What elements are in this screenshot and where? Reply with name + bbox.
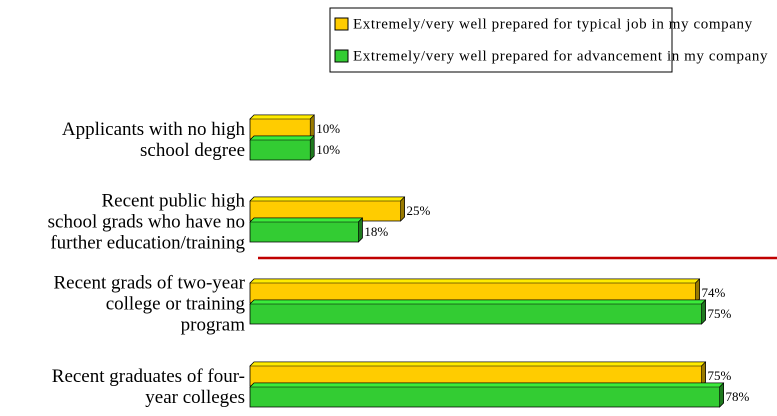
bar-top (249, 382, 725, 388)
legend-label: Extremely/very well prepared for advance… (353, 48, 768, 64)
category-label: Recent public high school grads who have… (47, 190, 245, 254)
bar-top (249, 299, 707, 305)
value-label: 74% (701, 285, 725, 300)
bar-top (249, 135, 315, 141)
bar-top (249, 217, 364, 223)
category-label: Recent grads of two-year college or trai… (53, 272, 245, 336)
bar-side (309, 135, 315, 161)
value-label: 10% (316, 142, 340, 157)
bar-side (400, 196, 405, 222)
value-label: 10% (316, 121, 340, 136)
value-label: 18% (364, 224, 388, 239)
value-label: 75% (708, 306, 732, 321)
bar-top (249, 114, 315, 120)
bar-side (701, 361, 706, 387)
legend-box (329, 7, 673, 73)
bar-side (309, 114, 315, 140)
bar-side (719, 382, 724, 408)
bar-side (701, 299, 706, 325)
value-label: 78% (726, 389, 750, 404)
bar-side (358, 217, 363, 243)
value-label: 25% (407, 203, 431, 218)
category-label: Recent graduates of four- year colleges (51, 366, 245, 408)
bar-top (249, 278, 701, 284)
category-label: Applicants with no high school degree (61, 119, 245, 161)
value-label: 75% (708, 368, 732, 383)
bar-top (249, 196, 406, 202)
bar-side (695, 278, 700, 304)
legend-label: Extremely/very well prepared for typical… (353, 16, 753, 32)
legend-swatch (334, 17, 349, 31)
legend-swatch (334, 49, 349, 63)
bar-top (249, 361, 707, 367)
